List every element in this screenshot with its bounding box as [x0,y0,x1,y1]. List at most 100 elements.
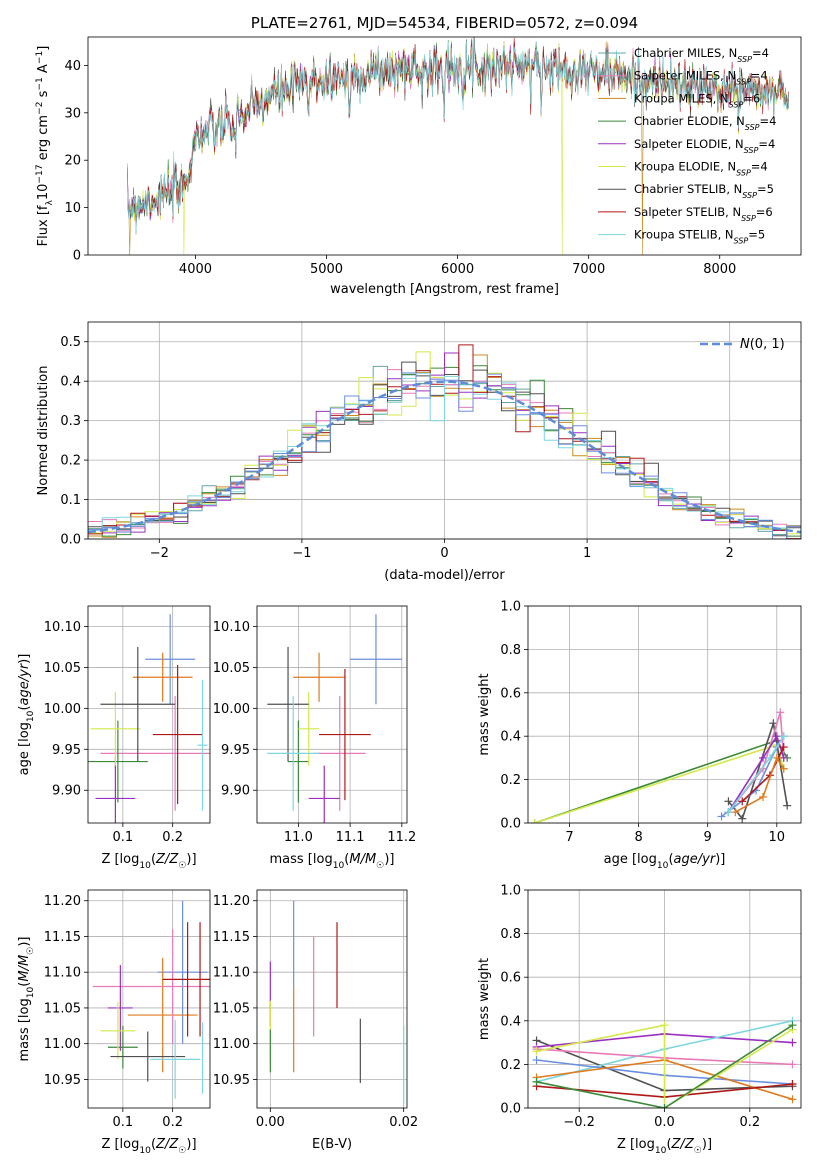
x-tick-label: 8000 [703,262,736,277]
y-tick-label: 0.5 [60,335,81,350]
y-tick-label: 1.0 [500,884,521,899]
y-tick-label: 0 [73,249,81,264]
y-tick-label: 0.2 [60,454,81,469]
axes-frame [87,36,802,256]
y-tick-label: 1.0 [500,600,521,615]
y-tick-label: 20 [64,154,81,169]
y-tick-label: 0.0 [60,533,81,548]
axes-frame [87,889,211,1109]
y-tick-label: 11.05 [44,1001,81,1016]
error-bars [269,900,405,1105]
legend-label: Chabrier STELIB, NSSP=5 [634,182,774,200]
y-tick-label: 9.95 [221,743,250,758]
y-tick-label: 0.2 [500,773,521,788]
x-tick-label: 6000 [441,262,474,277]
mass_weight_vs_Z-chart: −0.2 0.0 0.2 0.0 0.2 0.4 0.6 0.8 1.0 Z [log10(Z/Z… [477,884,802,1156]
axes-frame [87,605,211,824]
y-tick-label: 0.4 [60,375,81,390]
axes-frame [256,889,408,1109]
x-tick-label: 2 [726,546,734,561]
age_vs_Z-ylabel: age [log10(age/yr)] [17,654,36,776]
y-tick-label: 0.0 [500,817,521,832]
histogram-kroupa_stelib [88,372,801,539]
x-tick-label: 7 [565,830,573,845]
y-tick-label: 11.10 [213,966,250,981]
mass_weight_vs_age-chart: 7 8 9 10 0.0 0.2 0.4 0.6 0.8 1.0 age [log10(age/yr… [477,600,802,871]
y-tick-label: 40 [64,59,81,74]
x-tick-label: 0 [440,546,448,561]
residuals-xlabel: (data-model)/error [384,568,505,583]
histogram-lines [88,344,801,539]
mass_weight_vs_Z-ylabel: mass weight [477,958,492,1040]
x-tick-label: 11.1 [336,830,365,845]
y-tick-label: 10.05 [213,661,250,676]
residuals-ylabel: Normed distribution [36,366,51,496]
age_vs_mass-xlabel: mass [log10(M/M☉)] [270,852,395,871]
x-tick-label: 0.2 [739,1115,760,1130]
spectrum-title: PLATE=2761, MJD=54534, FIBERID=0572, z=0… [251,14,638,32]
y-tick-label: 0.3 [60,414,81,429]
y-tick-label: 11.20 [44,894,81,909]
age_vs_Z-chart: 0.1 0.2 9.90 9.95 10.00 10.05 10.10 Z [log10(Z/… [17,605,211,871]
weight-lines [530,708,792,823]
y-tick-label: 0.6 [500,971,521,986]
y-tick-label: 0.6 [500,686,521,701]
mass_vs_Z-ylabel: mass [log10(M/M☉)] [17,937,36,1062]
y-tick-label: 11.20 [213,894,250,909]
y-tick-label: 30 [64,106,81,121]
residuals-chart: −2 −1 0 1 2 0.0 0.1 0.2 0.3 0.4 0.5 (data-model)/er… [36,321,802,583]
legend-label: Kroupa ELODIE, NSSP=4 [634,160,768,178]
axes-frame [527,889,802,1109]
y-tick-label: 10 [64,201,81,216]
x-tick-label: 11.0 [284,830,313,845]
age_vs_Z-xlabel: Z [log10(Z/Z☉)] [101,852,196,871]
y-tick-label: 0.4 [500,730,521,745]
y-tick-label: 11.00 [213,1037,250,1052]
x-tick-label: 5000 [310,262,343,277]
x-tick-label: −0.2 [563,1115,595,1130]
x-tick-label: 9 [704,830,712,845]
legend-label: Salpeter STELIB, NSSP=6 [634,205,773,223]
y-tick-label: 11.15 [44,930,81,945]
axes-frame [527,605,802,824]
legend-label: Salpeter MILES, NSSP=4 [634,69,768,87]
mass_vs_Z-xlabel: Z [log10(Z/Z☉)] [101,1137,196,1156]
mass_weight_vs_age-ylabel: mass weight [477,673,492,755]
normal-curve [88,380,801,534]
legend-label: Kroupa STELIB, NSSP=5 [634,228,765,246]
spectrum-series-kroupa_stelib [127,37,789,236]
weight-line-kroupa_elodie [536,1024,793,1108]
mass_vs_ebv-chart: 0.00 0.02 10.95 11.00 11.05 11.10 11.15 11.20 E(… [213,889,418,1152]
y-tick-label: 0.1 [60,493,81,508]
x-tick-label: 1 [583,546,591,561]
error-bars [88,614,210,823]
y-tick-label: 10.00 [44,702,81,717]
y-tick-label: 11.00 [44,1037,81,1052]
x-tick-label: 0.1 [113,830,134,845]
x-tick-label: 7000 [572,262,605,277]
y-tick-label: 10.05 [44,661,81,676]
x-tick-label: 8 [634,830,642,845]
mass_weight_vs_Z-xlabel: Z [log10(Z/Z☉)] [617,1137,712,1156]
spectrum-chart: 4000 5000 6000 7000 8000 0 10 20 30 40 PLATE=2761,… [35,14,802,297]
spectrum-xlabel: wavelength [Angstrom, rest frame] [330,282,559,297]
axes-frame [87,321,802,540]
y-tick-label: 0.0 [500,1102,521,1117]
legend-label: N(0, 1) [740,337,785,352]
y-tick-label: 10.95 [213,1073,250,1088]
mass_vs_ebv-xlabel: E(B-V) [312,1137,352,1152]
x-tick-label: 0.2 [162,830,183,845]
mass_weight_vs_age-xlabel: age [log10(age/yr)] [604,852,726,871]
x-tick-label: 0.02 [389,1115,418,1130]
y-tick-label: 10.95 [44,1073,81,1088]
error-bars [267,614,402,823]
legend-label: Kroupa MILES, NSSP=6 [634,91,760,109]
y-tick-label: 0.4 [500,1014,521,1029]
y-tick-label: 11.05 [213,1001,250,1016]
x-tick-label: 4000 [179,262,212,277]
x-tick-label: 0.0 [654,1115,675,1130]
y-tick-label: 0.8 [500,927,521,942]
y-tick-label: 9.95 [52,743,81,758]
weight-line-orange [734,756,785,813]
